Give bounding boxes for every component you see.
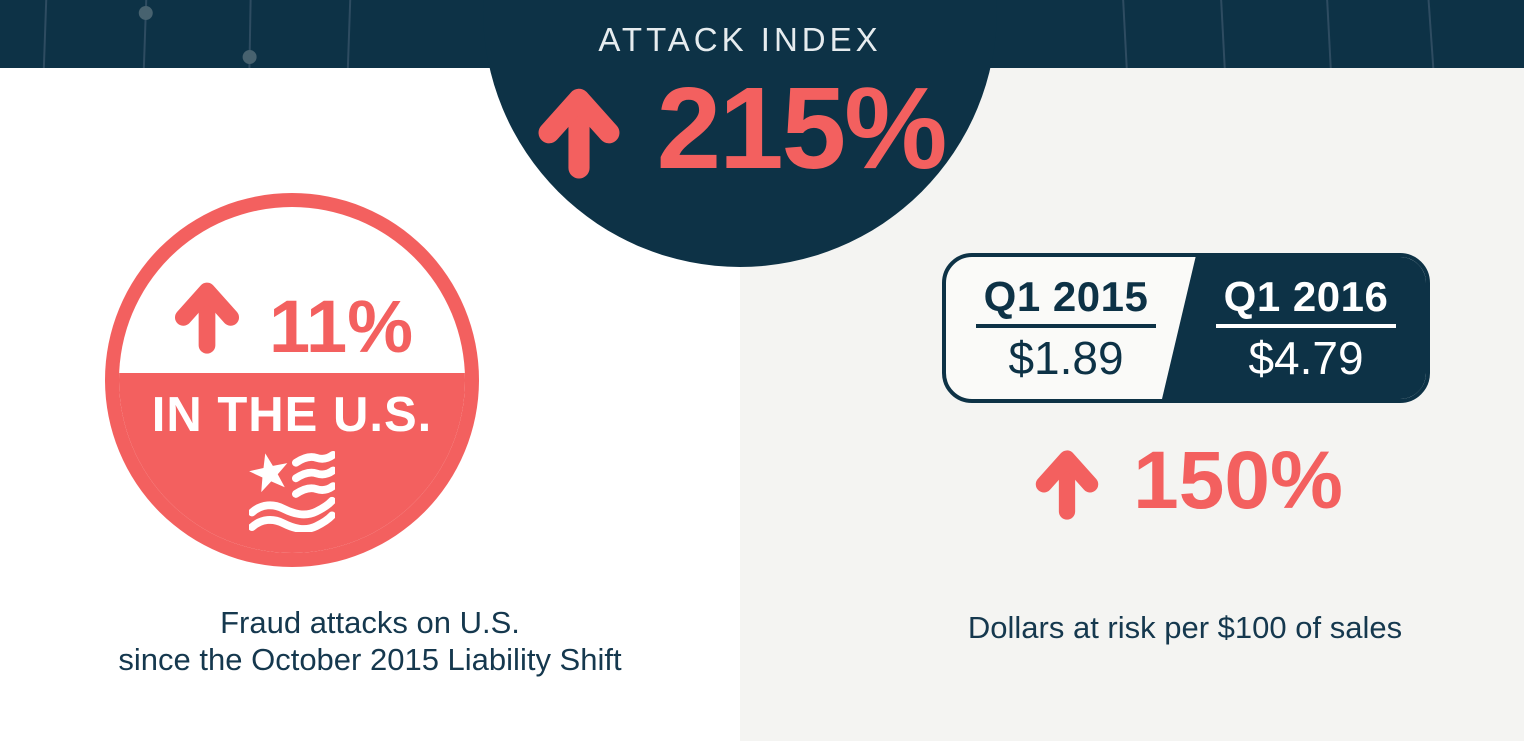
us-caption-line2: since the October 2015 Liability Shift — [118, 642, 622, 677]
comparison-period-q1-2015: Q1 2015 $1.89 — [946, 257, 1186, 399]
comparison-badge-dark-section — [1162, 257, 1426, 399]
comparison-caption: Dollars at risk per $100 of sales — [967, 610, 1403, 645]
up-arrow-icon — [171, 277, 243, 361]
period-value: $1.89 — [1008, 331, 1124, 384]
us-stat-row: 11% — [119, 207, 465, 373]
period-value: $4.79 — [1248, 331, 1364, 384]
comparison-columns: Q1 2015 $1.89 Q1 2016 $4.79 — [946, 257, 1426, 399]
increase-value: 150% — [1133, 435, 1343, 526]
decor-line — [346, 0, 352, 68]
period-label: Q1 2015 — [975, 275, 1157, 328]
decor-line — [242, 0, 257, 68]
us-circle-inner: 11% IN THE U.S. — [119, 207, 465, 553]
decor-dot — [138, 5, 154, 21]
us-caption-line1: Fraud attacks on U.S. — [220, 605, 520, 640]
decor-line — [138, 0, 154, 68]
us-flag-icon — [249, 450, 335, 532]
decor-dot — [242, 49, 257, 65]
decor-line — [1219, 0, 1227, 68]
period-label: Q1 2016 — [1215, 275, 1397, 328]
page-title: ATTACK INDEX — [598, 21, 882, 58]
decor-line — [42, 0, 48, 68]
us-stat-value: 11% — [268, 284, 414, 368]
us-badge-label: IN THE U.S. — [151, 388, 433, 442]
attack-index-value: 215% — [656, 63, 948, 193]
comparison-badge: Q1 2015 $1.89 Q1 2016 $4.79 — [942, 253, 1430, 403]
decor-line — [1121, 0, 1129, 68]
us-circle-badge: 11% IN THE U.S. — [105, 193, 479, 567]
up-arrow-icon — [1033, 441, 1101, 521]
increase-stat: 150% — [938, 440, 1438, 522]
attack-index-stat: 215% — [420, 70, 1060, 186]
us-caption: Fraud attacks on U.S. since the October … — [0, 604, 740, 678]
decor-line — [1427, 0, 1435, 68]
up-arrow-icon — [535, 75, 623, 181]
comparison-period-q1-2016: Q1 2016 $4.79 — [1186, 257, 1426, 399]
decor-line — [1325, 0, 1333, 68]
